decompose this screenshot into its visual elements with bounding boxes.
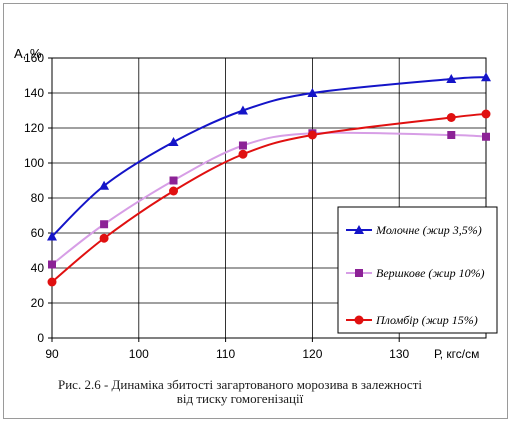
data-point: [446, 113, 456, 122]
data-point: [446, 74, 457, 83]
x-tick-label: 110: [216, 347, 235, 361]
series-circle: [47, 109, 491, 287]
data-point: [447, 131, 456, 139]
y-tick-label: 0: [37, 331, 44, 345]
legend: Молочне (жир 3,5%) Вершкове (жир 10%) Плом…: [337, 206, 498, 334]
data-point: [47, 277, 57, 287]
plot-border: [51, 57, 487, 339]
y-tick-label: 120: [24, 121, 44, 135]
data-point: [47, 231, 57, 241]
x-tick-label: 100: [129, 347, 149, 361]
data-point: [481, 109, 491, 119]
x-tick-label: 90: [45, 347, 59, 361]
series-group: [47, 72, 491, 287]
data-point: [237, 105, 248, 115]
legend-swatch-marker: [354, 225, 364, 234]
legend-label: Молочне (жир 3,5%): [375, 223, 482, 237]
x-tick-label: 120: [302, 347, 322, 361]
y-tick-label: 100: [24, 156, 44, 170]
data-point: [100, 220, 109, 229]
data-point: [168, 137, 179, 146]
legend-entry: Молочне (жир 3,5%): [346, 223, 482, 237]
data-point: [99, 180, 110, 190]
y-tick-label: 60: [31, 226, 45, 240]
x-tick-label: 130: [389, 347, 409, 361]
y-tick-label: 160: [24, 51, 44, 65]
legend-swatch-marker: [355, 269, 363, 277]
data-point: [307, 88, 318, 97]
legend-label: Пломбір (жир 15%): [375, 313, 478, 327]
data-point: [48, 260, 56, 269]
legend-label: Вершкове (жир 10%): [376, 266, 485, 280]
series-triangle: [47, 72, 491, 241]
y-tick-label: 140: [24, 86, 44, 100]
data-point: [169, 176, 178, 185]
legend-box: [337, 206, 498, 334]
y-tick-label: 80: [31, 191, 45, 205]
figure-frame: [3, 3, 508, 419]
figure-caption-line-2: від тиску гомогенізації: [176, 391, 304, 406]
data-point: [307, 130, 317, 140]
y-tick-label: 20: [31, 296, 45, 310]
axes: 0 20 40 60 80 100 120 140 160 90 100 110 120 130: [24, 51, 487, 361]
figure-caption-line-1: Рис. 2.6 - Динаміка збитості загартовано…: [57, 377, 422, 392]
y-tick-label: 40: [31, 261, 45, 275]
data-point: [169, 186, 179, 196]
legend-entry: Вершкове (жир 10%): [346, 266, 485, 280]
legend-entry: Пломбір (жир 15%): [346, 313, 478, 327]
data-point: [482, 132, 490, 141]
data-point: [238, 141, 247, 150]
y-axis-title: A, %: [14, 46, 42, 61]
x-axis-title: Р, кгс/см: [434, 347, 479, 361]
legend-swatch-marker: [354, 315, 364, 325]
data-point: [238, 149, 248, 159]
data-point: [99, 233, 109, 243]
data-point: [481, 72, 491, 82]
